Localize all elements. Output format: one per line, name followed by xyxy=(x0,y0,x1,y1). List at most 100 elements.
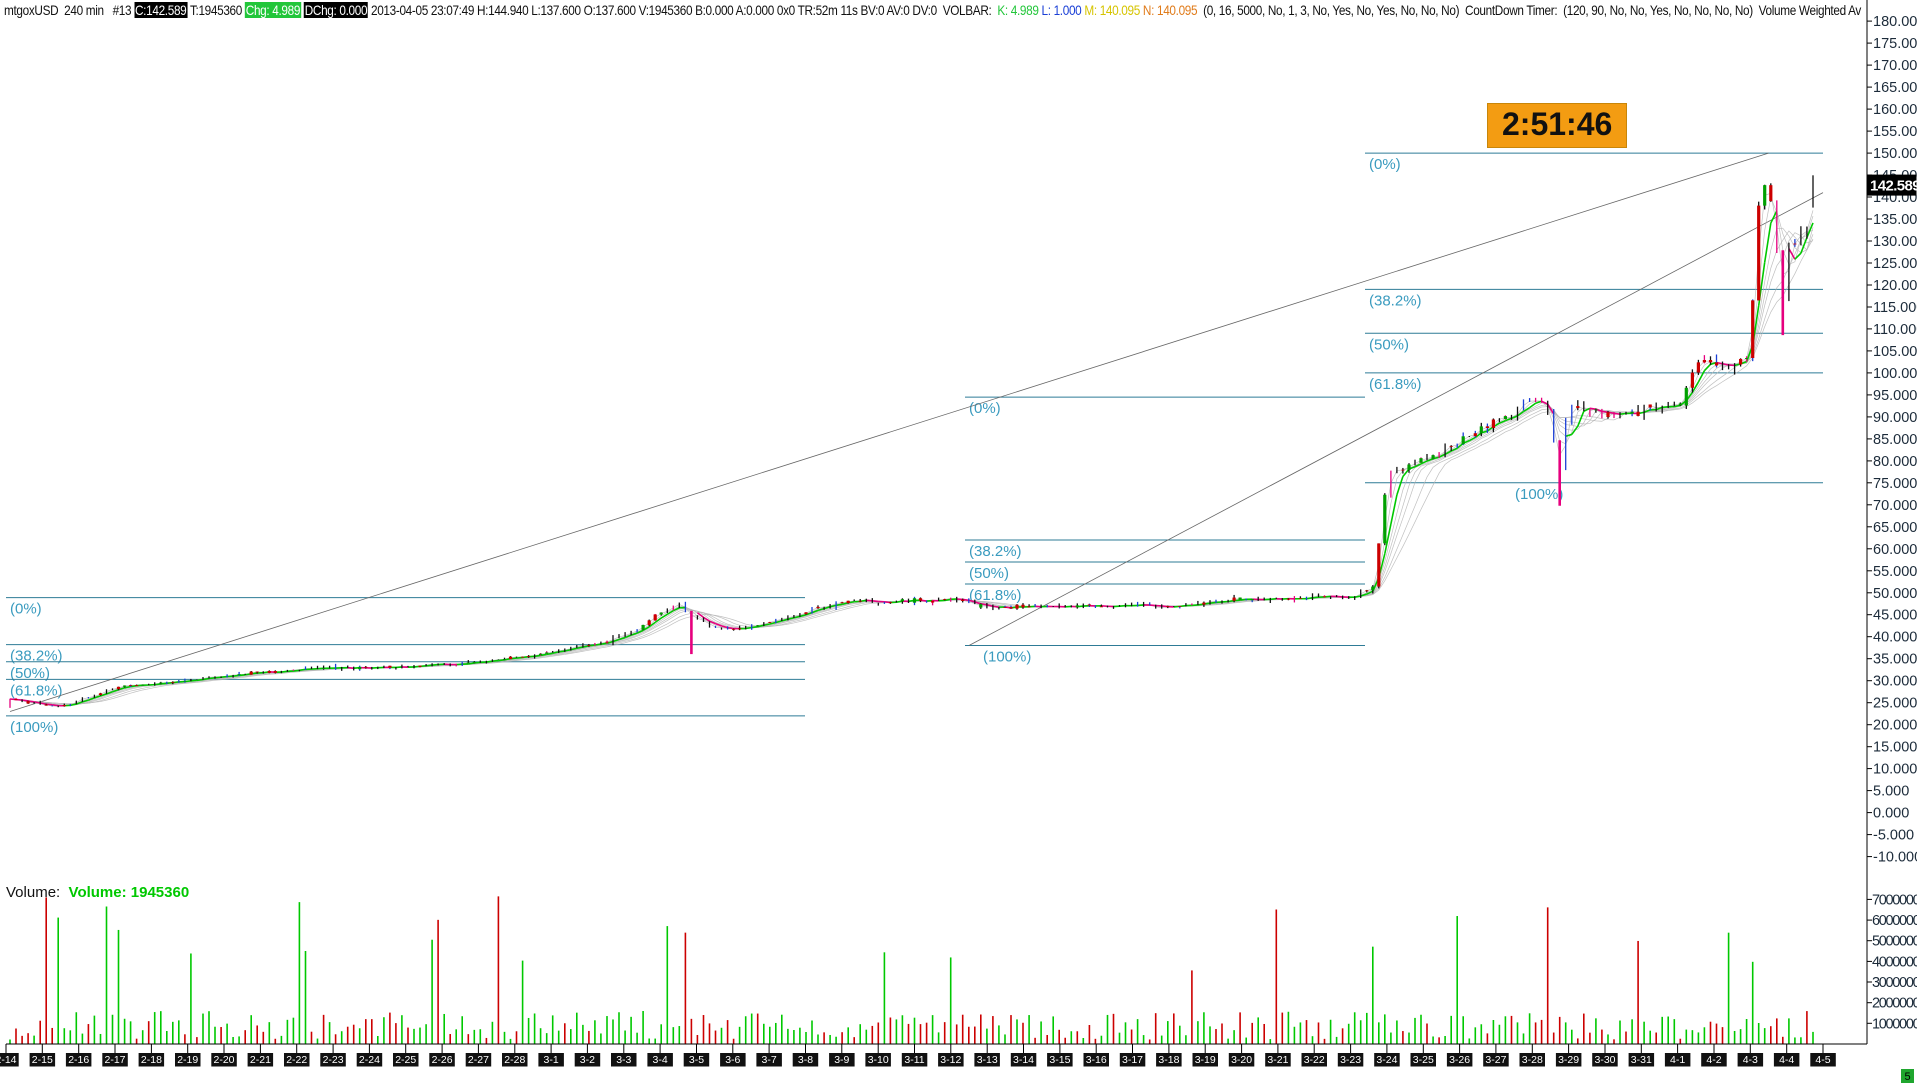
svg-text:(38.2%): (38.2%) xyxy=(1369,292,1422,309)
svg-text:3-1: 3-1 xyxy=(544,1054,559,1066)
svg-text:55.000: 55.000 xyxy=(1873,564,1917,580)
svg-text:3-13: 3-13 xyxy=(977,1054,998,1066)
svg-text:45.000: 45.000 xyxy=(1873,608,1917,624)
svg-text:2-18: 2-18 xyxy=(141,1054,162,1066)
svg-text:3-25: 3-25 xyxy=(1413,1054,1434,1066)
svg-text:3-6: 3-6 xyxy=(725,1054,740,1066)
svg-text:1000000: 1000000 xyxy=(1872,1016,1917,1032)
svg-text:2-15: 2-15 xyxy=(32,1054,53,1066)
svg-text:4-2: 4-2 xyxy=(1706,1054,1721,1066)
svg-text:2-24: 2-24 xyxy=(359,1054,380,1066)
svg-text:3-18: 3-18 xyxy=(1158,1054,1179,1066)
svg-text:135.000: 135.000 xyxy=(1873,212,1917,228)
svg-text:2-26: 2-26 xyxy=(432,1054,453,1066)
svg-text:3-10: 3-10 xyxy=(868,1054,889,1066)
svg-text:120.000: 120.000 xyxy=(1873,278,1917,294)
svg-text:2-27: 2-27 xyxy=(468,1054,489,1066)
svg-text:2000000: 2000000 xyxy=(1872,996,1917,1012)
svg-text:5000000: 5000000 xyxy=(1872,934,1917,950)
svg-text:2-22: 2-22 xyxy=(286,1054,307,1066)
svg-text:30.000: 30.000 xyxy=(1873,674,1917,690)
svg-text:90.000: 90.000 xyxy=(1873,410,1917,426)
svg-text:160.000: 160.000 xyxy=(1873,102,1917,118)
svg-text:(0%): (0%) xyxy=(10,601,42,618)
svg-text:3-7: 3-7 xyxy=(762,1054,777,1066)
svg-text:3-3: 3-3 xyxy=(616,1054,631,1066)
svg-text:(50%): (50%) xyxy=(969,565,1009,582)
svg-text:3-27: 3-27 xyxy=(1485,1054,1506,1066)
svg-text:3-29: 3-29 xyxy=(1558,1054,1579,1066)
svg-text:80.000: 80.000 xyxy=(1873,454,1917,470)
svg-text:3-2: 3-2 xyxy=(580,1054,595,1066)
svg-text:(0%): (0%) xyxy=(1369,156,1401,173)
svg-text:(100%): (100%) xyxy=(1515,486,1563,503)
svg-text:4-4: 4-4 xyxy=(1779,1054,1794,1066)
svg-text:175.000: 175.000 xyxy=(1873,36,1917,52)
svg-text:40.000: 40.000 xyxy=(1873,630,1917,646)
svg-text:2-21: 2-21 xyxy=(250,1054,271,1066)
svg-text:5: 5 xyxy=(1904,1071,1910,1083)
svg-text:2-14: 2-14 xyxy=(0,1054,17,1066)
svg-text:0.000: 0.000 xyxy=(1873,806,1909,822)
svg-text:3-22: 3-22 xyxy=(1304,1054,1325,1066)
svg-text:3-26: 3-26 xyxy=(1449,1054,1470,1066)
svg-text:3-12: 3-12 xyxy=(940,1054,961,1066)
svg-text:2-20: 2-20 xyxy=(213,1054,234,1066)
svg-text:3-23: 3-23 xyxy=(1340,1054,1361,1066)
svg-text:(50%): (50%) xyxy=(1369,336,1409,353)
svg-text:(100%): (100%) xyxy=(10,719,58,736)
svg-text:5.000: 5.000 xyxy=(1873,784,1909,800)
svg-text:4000000: 4000000 xyxy=(1872,954,1917,970)
svg-text:100.000: 100.000 xyxy=(1873,366,1917,382)
svg-text:165.000: 165.000 xyxy=(1873,80,1917,96)
svg-text:3-14: 3-14 xyxy=(1013,1054,1034,1066)
svg-text:3-30: 3-30 xyxy=(1594,1054,1615,1066)
svg-text:15.000: 15.000 xyxy=(1873,740,1917,756)
svg-text:3-15: 3-15 xyxy=(1049,1054,1070,1066)
svg-text:105.000: 105.000 xyxy=(1873,344,1917,360)
svg-text:155.000: 155.000 xyxy=(1873,124,1917,140)
svg-text:-10.000: -10.000 xyxy=(1873,850,1917,866)
svg-text:3-4: 3-4 xyxy=(653,1054,668,1066)
svg-text:85.000: 85.000 xyxy=(1873,432,1917,448)
svg-text:6000000: 6000000 xyxy=(1872,913,1917,929)
svg-text:4-3: 4-3 xyxy=(1743,1054,1758,1066)
svg-text:20.000: 20.000 xyxy=(1873,718,1917,734)
svg-text:75.000: 75.000 xyxy=(1873,476,1917,492)
svg-text:3-28: 3-28 xyxy=(1522,1054,1543,1066)
svg-text:95.000: 95.000 xyxy=(1873,388,1917,404)
svg-text:3-21: 3-21 xyxy=(1267,1054,1288,1066)
svg-text:10.000: 10.000 xyxy=(1873,762,1917,778)
svg-text:150.000: 150.000 xyxy=(1873,146,1917,162)
svg-text:3-9: 3-9 xyxy=(834,1054,849,1066)
svg-text:4-1: 4-1 xyxy=(1670,1054,1685,1066)
svg-text:7000000: 7000000 xyxy=(1872,892,1917,908)
svg-text:3-5: 3-5 xyxy=(689,1054,704,1066)
svg-text:(100%): (100%) xyxy=(983,649,1031,666)
svg-text:3-31: 3-31 xyxy=(1631,1054,1652,1066)
svg-text:3000000: 3000000 xyxy=(1872,975,1917,991)
svg-text:25.000: 25.000 xyxy=(1873,696,1917,712)
svg-text:3-24: 3-24 xyxy=(1376,1054,1397,1066)
svg-text:(61.8%): (61.8%) xyxy=(1369,376,1422,393)
svg-text:35.000: 35.000 xyxy=(1873,652,1917,668)
svg-text:180.000: 180.000 xyxy=(1873,14,1917,30)
svg-text:3-17: 3-17 xyxy=(1122,1054,1143,1066)
svg-text:142.589: 142.589 xyxy=(1870,178,1917,195)
svg-text:4-5: 4-5 xyxy=(1815,1054,1830,1066)
svg-text:65.000: 65.000 xyxy=(1873,520,1917,536)
svg-text:50.000: 50.000 xyxy=(1873,586,1917,602)
svg-text:2-16: 2-16 xyxy=(68,1054,89,1066)
svg-text:3-11: 3-11 xyxy=(904,1054,924,1066)
svg-text:2-28: 2-28 xyxy=(504,1054,525,1066)
svg-text:(0%): (0%) xyxy=(969,400,1001,417)
svg-text:2-19: 2-19 xyxy=(177,1054,198,1066)
svg-text:2-17: 2-17 xyxy=(104,1054,125,1066)
svg-text:3-16: 3-16 xyxy=(1086,1054,1107,1066)
svg-text:110.000: 110.000 xyxy=(1873,322,1917,338)
svg-text:(61.8%): (61.8%) xyxy=(10,682,63,699)
svg-text:2-25: 2-25 xyxy=(395,1054,416,1066)
svg-text:115.000: 115.000 xyxy=(1873,300,1917,316)
svg-text:60.000: 60.000 xyxy=(1873,542,1917,558)
svg-text:(38.2%): (38.2%) xyxy=(969,543,1022,560)
